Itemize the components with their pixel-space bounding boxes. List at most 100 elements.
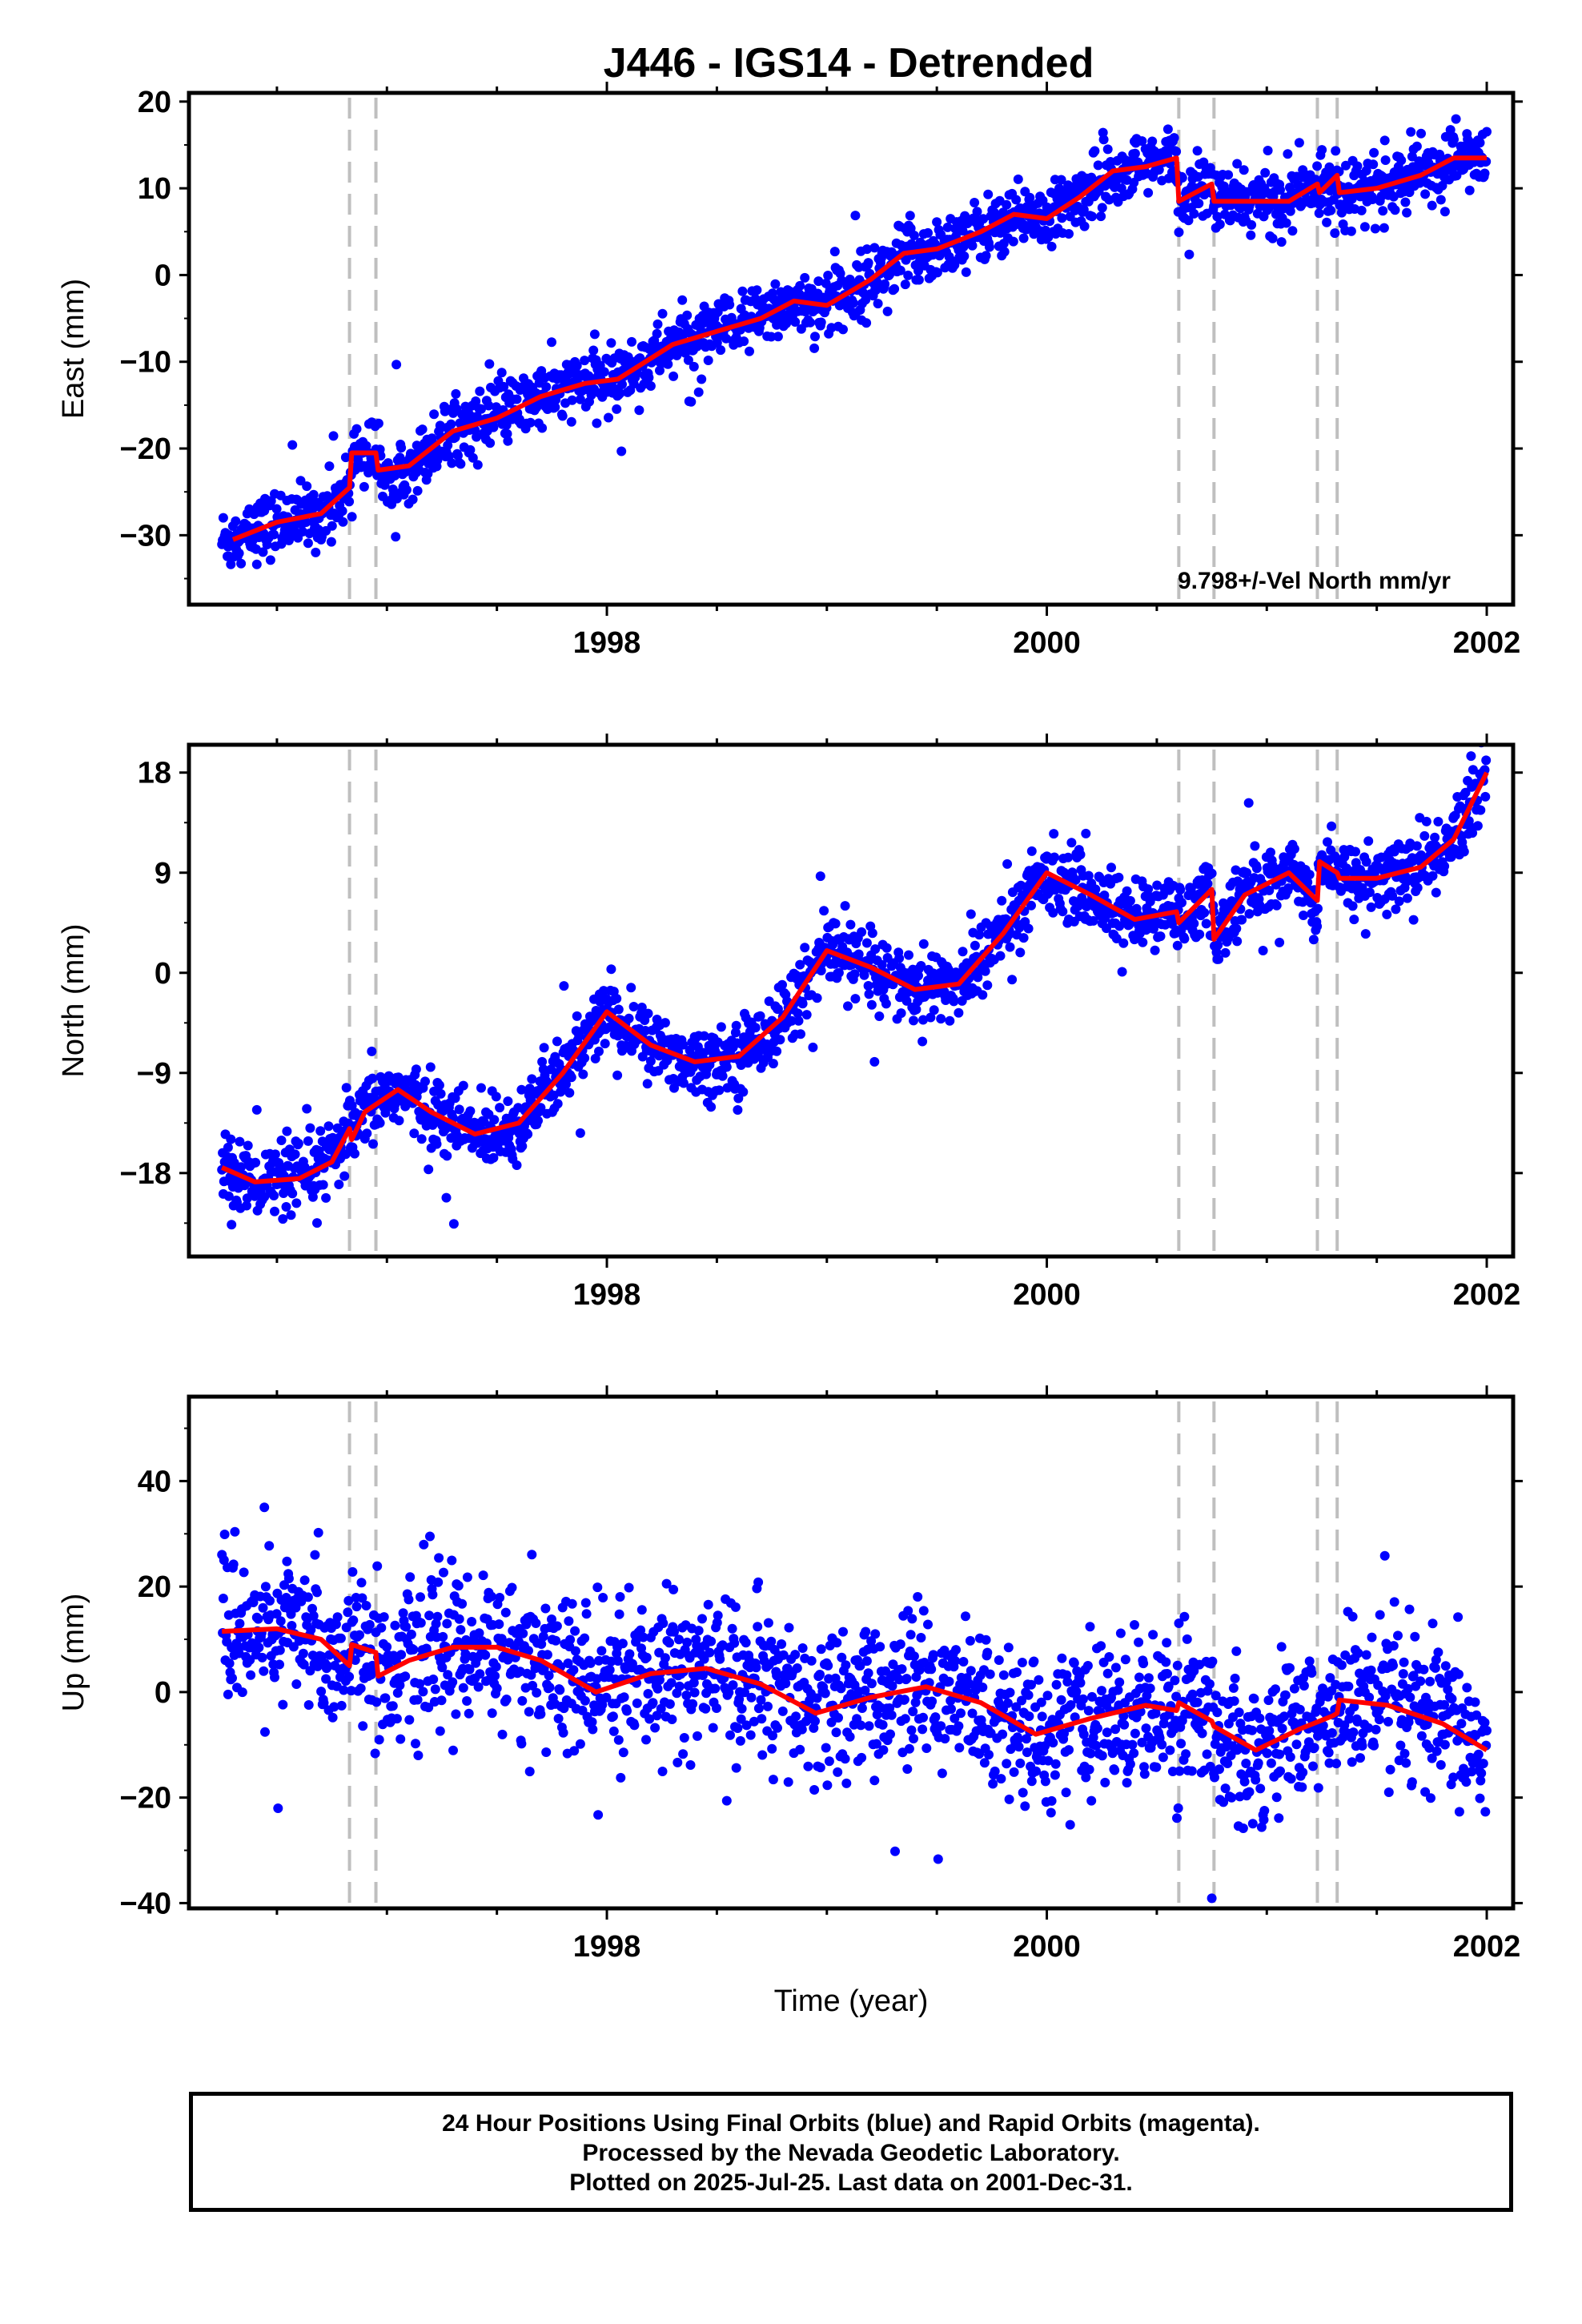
data-point bbox=[1138, 937, 1148, 947]
data-point bbox=[312, 1218, 322, 1228]
data-point bbox=[1304, 870, 1315, 880]
data-point bbox=[669, 1626, 679, 1637]
data-point bbox=[612, 1070, 623, 1080]
data-point bbox=[1171, 147, 1182, 157]
data-point bbox=[916, 1633, 926, 1642]
data-point bbox=[988, 1779, 998, 1789]
data-point bbox=[276, 1136, 287, 1145]
data-point bbox=[1407, 151, 1417, 162]
data-point bbox=[390, 1620, 400, 1630]
data-point bbox=[833, 1767, 843, 1777]
data-point bbox=[447, 458, 457, 468]
data-point bbox=[451, 388, 461, 399]
data-point bbox=[933, 1854, 943, 1864]
data-point bbox=[622, 1706, 632, 1716]
data-point bbox=[592, 418, 602, 428]
data-point bbox=[900, 279, 910, 290]
data-point bbox=[432, 1611, 443, 1622]
data-point bbox=[1476, 805, 1486, 815]
data-point bbox=[1246, 230, 1256, 240]
data-point bbox=[1421, 816, 1431, 826]
data-point bbox=[567, 1598, 577, 1609]
data-point bbox=[538, 1631, 548, 1642]
data-point bbox=[717, 1071, 728, 1081]
data-point bbox=[861, 318, 872, 328]
data-point bbox=[715, 1654, 725, 1664]
data-point bbox=[442, 1151, 452, 1161]
data-point bbox=[644, 372, 654, 383]
data-point bbox=[547, 1614, 556, 1624]
data-point bbox=[536, 1709, 546, 1719]
data-point bbox=[904, 950, 913, 960]
data-point bbox=[412, 485, 423, 496]
data-point bbox=[502, 428, 512, 439]
data-point bbox=[678, 1039, 689, 1050]
data-point bbox=[712, 338, 722, 348]
data-point bbox=[223, 1142, 233, 1152]
data-point bbox=[871, 285, 881, 296]
data-point bbox=[1087, 211, 1097, 222]
data-point bbox=[1046, 241, 1057, 251]
data-point bbox=[781, 1679, 791, 1689]
data-point bbox=[809, 343, 820, 353]
data-point bbox=[287, 1621, 297, 1630]
data-point bbox=[829, 247, 840, 257]
data-point bbox=[567, 395, 577, 405]
data-point bbox=[420, 1076, 430, 1087]
data-point bbox=[1063, 852, 1074, 862]
data-point bbox=[608, 1711, 618, 1722]
data-point bbox=[265, 1595, 275, 1606]
data-point bbox=[641, 1652, 652, 1663]
data-point bbox=[524, 1646, 533, 1656]
data-point bbox=[863, 981, 873, 991]
data-point bbox=[1147, 136, 1158, 147]
data-point bbox=[525, 417, 536, 428]
data-point bbox=[1175, 885, 1186, 895]
data-point bbox=[286, 1210, 296, 1220]
data-point bbox=[380, 1693, 391, 1703]
data-point bbox=[376, 1622, 387, 1633]
data-point bbox=[777, 1639, 787, 1649]
data-point bbox=[1195, 929, 1205, 939]
data-point bbox=[231, 516, 241, 526]
data-point bbox=[1412, 883, 1423, 893]
data-point bbox=[1289, 844, 1299, 854]
data-point bbox=[558, 1727, 568, 1738]
data-point bbox=[866, 1636, 877, 1647]
data-point bbox=[716, 345, 726, 356]
data-point bbox=[542, 1650, 552, 1660]
data-point bbox=[413, 1751, 424, 1760]
data-point bbox=[658, 1618, 669, 1628]
data-point bbox=[391, 1714, 402, 1724]
data-point bbox=[873, 299, 883, 309]
data-point bbox=[909, 231, 919, 240]
data-point bbox=[419, 1539, 429, 1550]
data-point bbox=[685, 1760, 696, 1770]
data-point bbox=[343, 1607, 353, 1618]
data-point bbox=[1323, 837, 1332, 847]
data-point bbox=[606, 338, 616, 348]
data-point bbox=[1322, 217, 1332, 227]
data-point bbox=[575, 1739, 585, 1749]
data-point bbox=[645, 381, 656, 391]
data-point bbox=[553, 1714, 564, 1723]
data-point bbox=[1359, 222, 1370, 232]
data-point bbox=[465, 444, 476, 455]
data-point bbox=[458, 1683, 468, 1693]
data-point bbox=[612, 404, 622, 414]
data-point bbox=[861, 938, 872, 948]
data-point bbox=[796, 1029, 805, 1039]
data-point bbox=[433, 1577, 444, 1587]
data-point bbox=[1239, 165, 1249, 175]
data-point bbox=[793, 1008, 803, 1019]
data-point bbox=[1152, 880, 1162, 891]
data-point bbox=[1220, 947, 1231, 958]
data-point bbox=[641, 1735, 651, 1745]
data-point bbox=[978, 214, 989, 224]
data-point bbox=[970, 940, 980, 951]
data-point bbox=[766, 1636, 777, 1647]
data-point bbox=[484, 359, 495, 369]
data-point bbox=[1468, 828, 1478, 838]
data-point bbox=[237, 1687, 247, 1698]
data-point bbox=[275, 1659, 284, 1670]
